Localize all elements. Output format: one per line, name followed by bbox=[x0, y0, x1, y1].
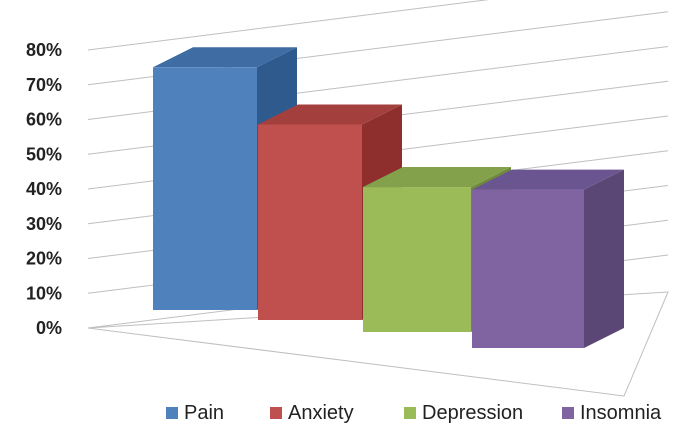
legend-label: Pain bbox=[184, 402, 224, 424]
y-tick-label: 70% bbox=[26, 75, 62, 95]
bar-front bbox=[153, 67, 257, 310]
legend-swatch bbox=[270, 407, 282, 419]
bar-side bbox=[584, 169, 624, 348]
gridline bbox=[87, 0, 490, 51]
y-tick-label: 40% bbox=[26, 179, 62, 199]
y-tick-label: 80% bbox=[26, 40, 62, 60]
legend-label: Anxiety bbox=[288, 402, 354, 424]
legend: Pain Anxiety Depression Insomnia bbox=[166, 402, 662, 424]
bar-top bbox=[363, 167, 511, 188]
y-tick-label: 0% bbox=[36, 318, 62, 338]
bar-front bbox=[363, 187, 471, 332]
y-tick-label: 20% bbox=[26, 249, 62, 269]
bars bbox=[153, 47, 624, 348]
bar-top bbox=[258, 104, 402, 125]
bar-top bbox=[472, 169, 624, 190]
y-tick-label: 10% bbox=[26, 283, 62, 303]
legend-swatch bbox=[166, 407, 178, 419]
bar-insomnia bbox=[472, 169, 624, 348]
legend-label: Insomnia bbox=[580, 402, 662, 424]
legend-item-pain: Pain bbox=[166, 402, 224, 424]
bar-top bbox=[153, 47, 297, 68]
legend-swatch bbox=[404, 407, 416, 419]
y-tick-label: 60% bbox=[26, 110, 62, 130]
legend-item-depression: Depression bbox=[404, 402, 523, 424]
legend-label: Depression bbox=[422, 402, 523, 424]
bar-front bbox=[472, 189, 584, 348]
y-tick-label: 50% bbox=[26, 144, 62, 164]
y-tick-label: 30% bbox=[26, 214, 62, 234]
legend-item-insomnia: Insomnia bbox=[562, 402, 662, 424]
legend-swatch bbox=[562, 407, 574, 419]
y-axis-ticks: 0% 10% 20% 30% 40% 50% 60% 70% 80% bbox=[26, 40, 62, 338]
legend-item-anxiety: Anxiety bbox=[270, 402, 354, 424]
bar-front bbox=[258, 124, 362, 321]
